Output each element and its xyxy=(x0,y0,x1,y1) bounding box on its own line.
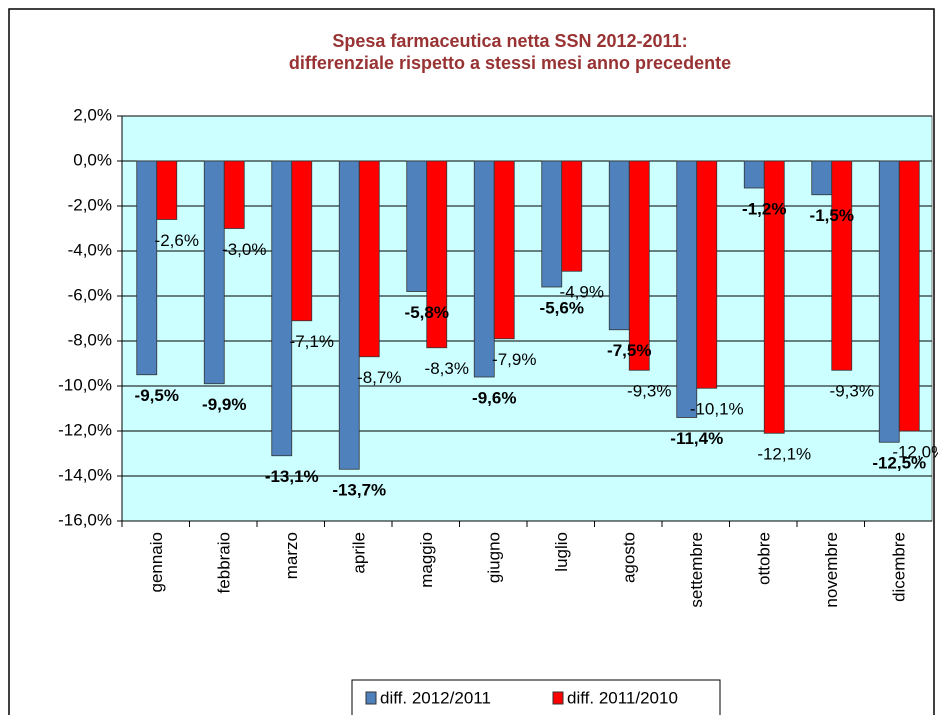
value-label: -9,3% xyxy=(627,382,671,401)
value-label: -12,0% xyxy=(892,442,938,461)
y-tick-label: -4,0% xyxy=(68,240,112,259)
legend-swatch xyxy=(365,691,377,705)
x-tick-label: settembre xyxy=(687,532,706,608)
bar xyxy=(811,160,833,196)
bar xyxy=(831,160,853,371)
value-label: -13,7% xyxy=(332,481,386,500)
x-tick-label: luglio xyxy=(552,532,571,572)
chart-title: Spesa farmaceutica netta SSN 2012-2011: xyxy=(332,31,687,51)
value-label: -3,0% xyxy=(222,240,266,259)
bar xyxy=(541,160,563,288)
value-label: -1,2% xyxy=(742,199,786,218)
bar xyxy=(271,160,293,457)
plot-area xyxy=(121,115,933,522)
bar xyxy=(743,160,765,189)
bar xyxy=(493,160,515,340)
bar xyxy=(156,160,178,220)
value-label: -12,1% xyxy=(757,445,811,464)
bar xyxy=(763,160,785,434)
x-tick-label: aprile xyxy=(350,532,369,574)
value-label: -5,8% xyxy=(405,303,449,322)
legend-label: diff. 2011/2010 xyxy=(567,688,678,707)
legend-box xyxy=(351,679,721,715)
y-tick-label: -16,0% xyxy=(58,510,112,529)
bar xyxy=(878,160,900,443)
bar xyxy=(358,160,380,358)
bar xyxy=(561,160,583,272)
bar xyxy=(628,160,650,371)
x-tick-label: novembre xyxy=(822,532,841,608)
x-tick-label: gennaio xyxy=(147,532,166,593)
x-tick-label: agosto xyxy=(620,532,639,583)
bar xyxy=(608,160,630,331)
x-tick-label: febbraio xyxy=(215,532,234,593)
value-label: -2,6% xyxy=(155,231,199,250)
x-tick-label: marzo xyxy=(282,532,301,579)
bar xyxy=(473,160,495,378)
bar xyxy=(338,160,360,470)
value-label: -9,3% xyxy=(830,382,874,401)
value-label: -9,6% xyxy=(472,388,516,407)
value-label: -10,1% xyxy=(690,400,744,419)
bar xyxy=(223,160,245,229)
y-tick-label: 0,0% xyxy=(73,150,112,169)
bar xyxy=(676,160,698,418)
value-label: -4,9% xyxy=(560,283,604,302)
value-label: -13,1% xyxy=(265,467,319,486)
value-label: -8,3% xyxy=(425,359,469,378)
bar xyxy=(291,160,313,322)
chart-subtitle: differenziale rispetto a stessi mesi ann… xyxy=(289,53,731,73)
value-label: -1,5% xyxy=(810,206,854,225)
y-tick-label: -8,0% xyxy=(68,330,112,349)
value-label: -9,9% xyxy=(202,395,246,414)
value-label: -7,5% xyxy=(607,341,651,360)
legend-label: diff. 2012/2011 xyxy=(380,688,491,707)
x-tick-label: dicembre xyxy=(890,532,909,602)
legend-swatch xyxy=(552,691,564,705)
value-label: -7,9% xyxy=(492,350,536,369)
y-tick-label: -6,0% xyxy=(68,285,112,304)
y-tick-label: -12,0% xyxy=(58,420,112,439)
x-tick-label: ottobre xyxy=(755,532,774,585)
value-label: -12,5% xyxy=(872,454,926,473)
bar xyxy=(406,160,428,292)
y-tick-label: 2,0% xyxy=(73,105,112,124)
y-tick-label: -2,0% xyxy=(68,195,112,214)
bar xyxy=(203,160,225,385)
value-label: -5,6% xyxy=(540,298,584,317)
value-label: -7,1% xyxy=(290,332,334,351)
value-label: -11,4% xyxy=(670,429,723,448)
y-tick-label: -10,0% xyxy=(58,375,112,394)
x-tick-label: giugno xyxy=(485,532,504,583)
bar xyxy=(426,160,448,349)
value-label: -9,5% xyxy=(135,386,179,405)
bar xyxy=(898,160,920,432)
value-label: -8,7% xyxy=(357,368,401,387)
y-tick-label: -14,0% xyxy=(58,465,112,484)
bar xyxy=(136,160,158,376)
x-tick-label: maggio xyxy=(417,532,436,588)
bar xyxy=(696,160,718,389)
